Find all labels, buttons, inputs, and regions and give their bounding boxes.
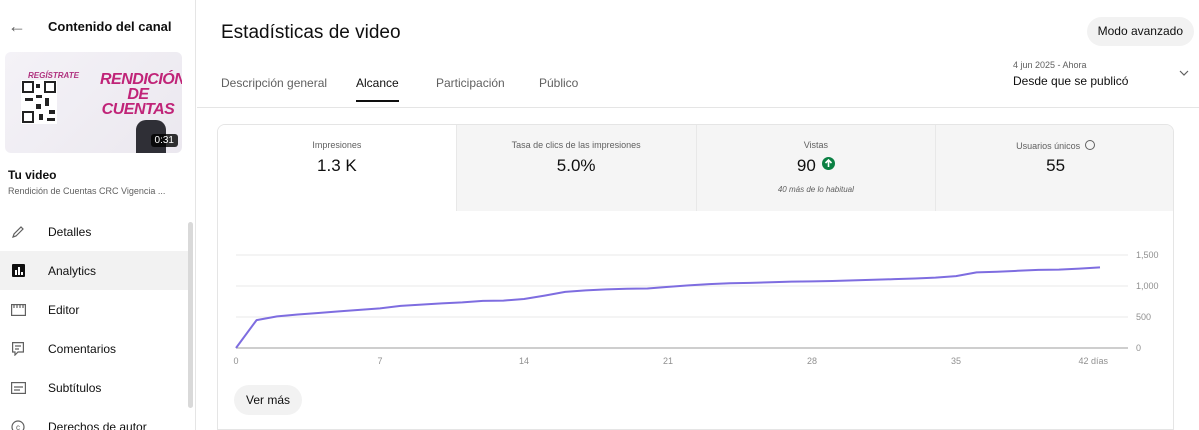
y-tick-label: 0	[1136, 343, 1141, 353]
metric-label: Tasa de clics de las impresiones	[511, 140, 641, 150]
tab-engagement[interactable]: Participación	[436, 76, 505, 90]
date-range-selector[interactable]: 4 jun 2025 - Ahora Desde que se publicó	[1013, 60, 1193, 88]
thumbnail-headline: RENDICIÓN DE CUENTAS	[100, 71, 182, 118]
sidebar-item-label: Subtítulos	[48, 380, 102, 395]
x-tick-label: 42 días	[1078, 356, 1108, 366]
metric-ctr[interactable]: Tasa de clics de las impresiones 5.0%	[455, 125, 696, 211]
chevron-down-icon	[1179, 70, 1189, 76]
x-tick-label: 14	[519, 356, 529, 366]
metric-subtext: 40 más de lo habitual	[777, 185, 854, 194]
series-line[interactable]	[235, 266, 1101, 349]
advanced-mode-button[interactable]: Modo avanzado	[1086, 17, 1194, 46]
line-chart: 0 500 1,000 1,500 0 7 14 21 28 35 42 días	[233, 250, 1159, 366]
sidebar-item-subtitles[interactable]: Subtítulos	[0, 368, 188, 407]
sidebar-title: Contenido del canal	[48, 19, 172, 34]
video-duration: 0:31	[150, 134, 178, 147]
sidebar-item-label: Comentarios	[48, 341, 117, 356]
analytics-icon	[10, 263, 26, 279]
x-tick-label: 21	[663, 356, 673, 366]
see-more-button[interactable]: Ver más	[234, 385, 303, 415]
y-tick-label: 1,000	[1136, 281, 1159, 291]
video-name: Rendición de Cuentas CRC Vigencia ...	[8, 186, 166, 196]
qr-code-icon	[21, 80, 57, 124]
sidebar-item-copyright[interactable]: c Derechos de autor	[0, 407, 188, 430]
date-range-dates: 4 jun 2025 - Ahora	[1013, 60, 1087, 70]
back-arrow-icon[interactable]: ←	[8, 16, 26, 36]
comment-icon	[10, 341, 26, 357]
date-range-label: Desde que se publicó	[1013, 74, 1129, 88]
metric-label: Impresiones	[312, 140, 362, 150]
metric-label-wrap: Usuarios únicos	[936, 140, 1173, 151]
tab-reach[interactable]: Alcance	[356, 76, 399, 102]
clock-icon[interactable]	[1085, 140, 1096, 150]
sidebar-item-label: Derechos de autor	[48, 419, 147, 430]
tab-audience[interactable]: Público	[539, 76, 579, 90]
metric-label: Usuarios únicos	[1016, 141, 1081, 151]
sidebar-item-editor[interactable]: Editor	[0, 290, 188, 329]
x-tick-label: 28	[807, 356, 817, 366]
sidebar: ← Contenido del canal REGÍSTRATE RENDICI…	[0, 0, 196, 430]
sidebar-nav: Detalles Analytics Editor Comentarios Su…	[0, 212, 188, 430]
tab-overview[interactable]: Descripción general	[221, 76, 328, 90]
metric-value: 1.3 K	[317, 156, 357, 175]
metric-value: 55	[1046, 156, 1066, 175]
metric-unique-users[interactable]: Usuarios únicos 55	[935, 125, 1173, 211]
sidebar-header: ← Contenido del canal	[0, 0, 196, 50]
sidebar-item-label: Analytics	[48, 263, 97, 278]
page-title: Estadísticas de video	[221, 22, 401, 43]
metric-impressions[interactable]: Impresiones 1.3 K	[218, 125, 456, 211]
sidebar-item-details[interactable]: Detalles	[0, 212, 188, 251]
sidebar-item-label: Editor	[48, 302, 80, 317]
reach-chart: 0 500 1,000 1,500 0 7 14 21 28 35 42 días	[218, 211, 1173, 391]
sidebar-item-analytics[interactable]: Analytics	[0, 251, 188, 290]
y-tick-label: 500	[1136, 312, 1151, 322]
sidebar-scrollbar[interactable]	[188, 222, 193, 408]
sidebar-item-label: Detalles	[48, 224, 92, 239]
svg-text:c: c	[16, 423, 20, 430]
sidebar-item-comments[interactable]: Comentarios	[0, 329, 188, 368]
main-content: Estadísticas de video Modo avanzado Desc…	[197, 0, 1199, 430]
metric-label: Vistas	[803, 140, 829, 150]
pencil-icon	[10, 224, 26, 240]
metric-views[interactable]: Vistas 90 40 más de lo habitual	[695, 125, 936, 211]
metric-value: 5.0%	[556, 156, 596, 175]
copyright-icon: c	[10, 419, 26, 430]
video-thumbnail[interactable]: REGÍSTRATE RENDICIÓN DE CUENTAS 0:31	[5, 52, 182, 153]
metrics-row: Impresiones 1.3 K Tasa de clics de las i…	[218, 125, 1173, 211]
x-tick-label: 35	[951, 356, 961, 366]
metric-value: 90	[796, 156, 816, 175]
x-tick-label: 7	[377, 356, 382, 366]
subtitles-icon	[10, 380, 26, 396]
clapper-icon	[10, 302, 26, 318]
reach-card: Impresiones 1.3 K Tasa de clics de las i…	[217, 124, 1174, 430]
x-tick-label: 0	[233, 356, 238, 366]
tabs-divider	[197, 107, 1199, 108]
metric-value-wrap: 90	[697, 156, 936, 176]
thumbnail-brand-text: REGÍSTRATE	[28, 71, 79, 80]
y-tick-label: 1,500	[1136, 250, 1159, 260]
trend-up-icon	[821, 157, 835, 170]
your-video-label: Tu video	[8, 168, 57, 182]
